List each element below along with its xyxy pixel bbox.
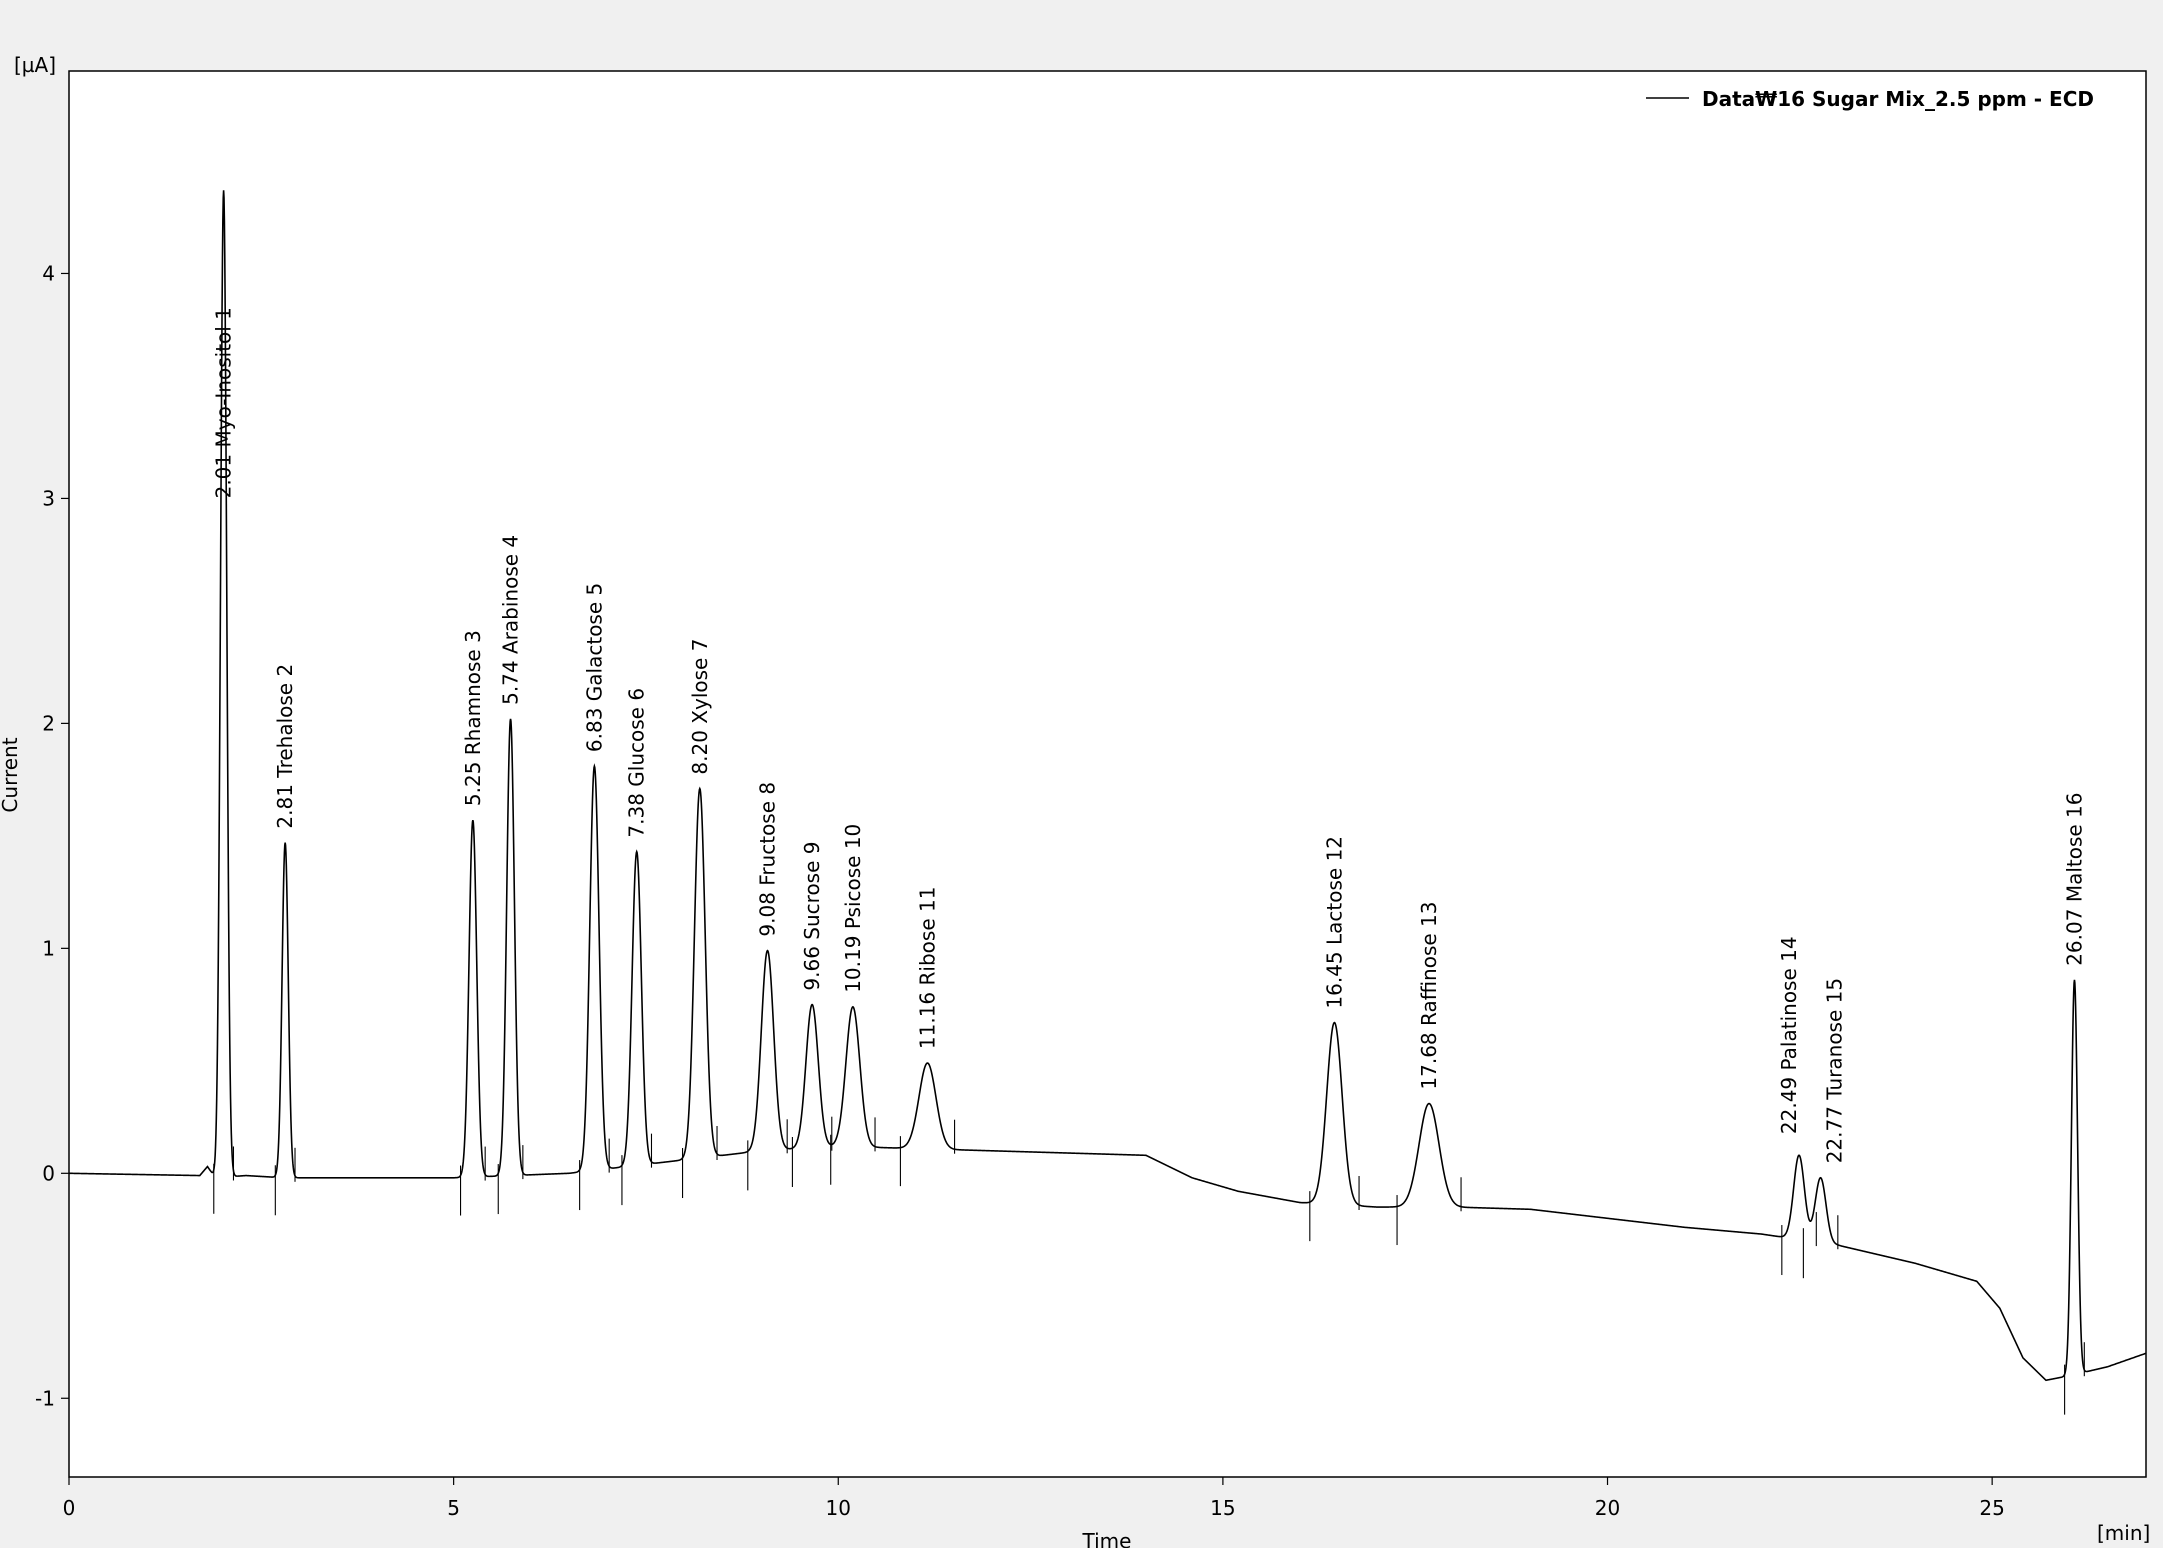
chromatogram-trace <box>68 190 2147 1382</box>
legend: Data₩16 Sugar Mix_2.5 ppm - ECD <box>1646 87 2094 111</box>
peak-label: 5.25 Rhamnose 3 <box>461 630 485 806</box>
peak-label: 26.07 Maltose 16 <box>2063 793 2087 966</box>
y-tick-label: 3 <box>42 486 55 510</box>
peak-label: 7.38 Glucose 6 <box>625 688 649 838</box>
y-tick-label: 2 <box>42 711 55 735</box>
peak-label: 8.20 Xylose 7 <box>688 639 712 775</box>
peak-label: 5.74 Arabinose 4 <box>499 535 523 705</box>
x-tick-label: 25 <box>1979 1496 2004 1520</box>
y-axis-unit: [µA] <box>14 53 56 77</box>
peak-label: 9.08 Fructose 8 <box>756 782 780 937</box>
peak-label: 9.66 Sucrose 9 <box>800 842 824 991</box>
peak-label: 2.01 Myo-Inositol 1 <box>212 307 236 498</box>
y-axis-title: Current <box>0 737 22 812</box>
y-tick-label: 1 <box>42 936 55 960</box>
peak-labels: 2.01 Myo-Inositol 1 2.81 Trehalose 2 5.25 … <box>212 307 2087 1163</box>
peak-label: 11.16 Ribose 11 <box>916 887 940 1050</box>
peak-label: 16.45 Lactose 12 <box>1322 836 1346 1009</box>
peak-label: 2.81 Trehalose 2 <box>273 664 297 829</box>
axis-ticks: 0 5 10 15 20 25 -1 0 1 2 3 4 <box>35 261 2005 1520</box>
peak-label: 22.49 Palatinose 14 <box>1777 936 1801 1134</box>
y-tick-label: -1 <box>35 1386 55 1410</box>
x-tick-label: 20 <box>1595 1496 1620 1520</box>
y-tick-label: 4 <box>42 261 55 285</box>
x-tick-label: 15 <box>1210 1496 1235 1520</box>
peak-label: 6.83 Galactose 5 <box>582 583 606 752</box>
peak-label: 10.19 Psicose 10 <box>841 824 865 993</box>
legend-entry: Data₩16 Sugar Mix_2.5 ppm - ECD <box>1702 87 2094 111</box>
y-tick-label: 0 <box>42 1161 55 1185</box>
x-axis-unit: [min] <box>2097 1521 2150 1545</box>
x-tick-label: 10 <box>826 1496 851 1520</box>
peak-label: 17.68 Raffinose 13 <box>1417 901 1441 1089</box>
x-tick-label: 0 <box>63 1496 76 1520</box>
x-tick-label: 5 <box>447 1496 460 1520</box>
plot-area <box>68 70 2147 1478</box>
x-axis-title: Time <box>1082 1529 1132 1548</box>
peak-label: 22.77 Turanose 15 <box>1823 978 1847 1163</box>
